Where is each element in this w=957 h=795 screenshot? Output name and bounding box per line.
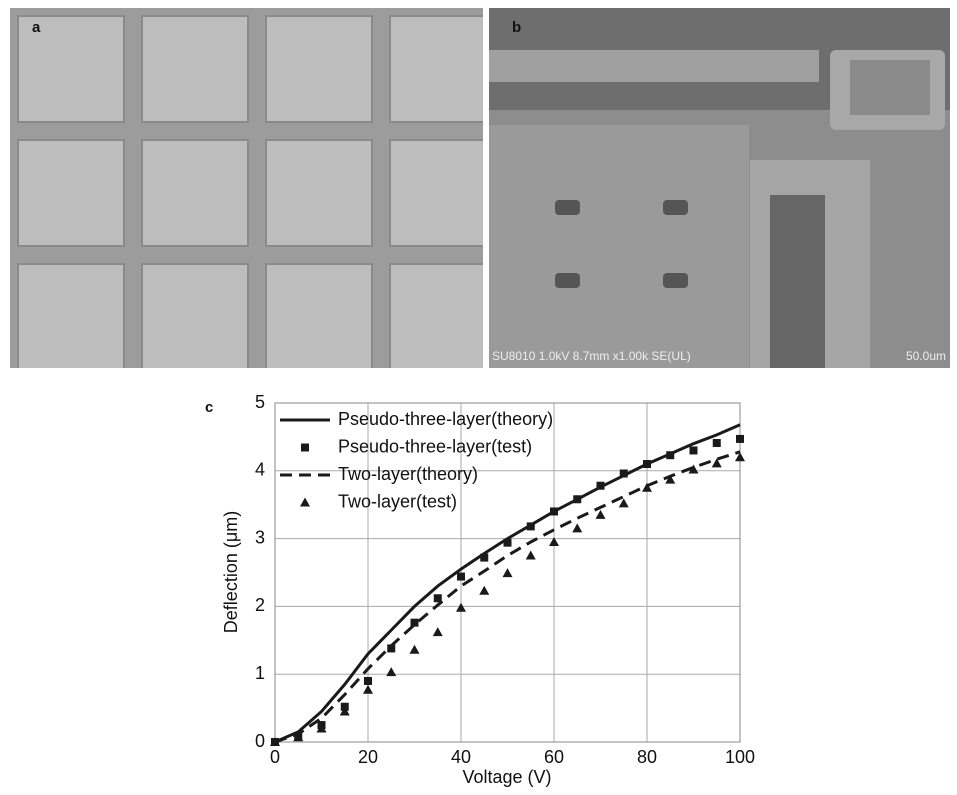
micrograph-a: a bbox=[10, 8, 483, 368]
marker bbox=[711, 458, 722, 468]
legend-label: Pseudo-three-layer(theory) bbox=[338, 409, 553, 429]
panel-label: c bbox=[205, 399, 213, 416]
marker bbox=[689, 446, 698, 455]
marker bbox=[665, 474, 676, 484]
scale-bar-label: 50.0um bbox=[906, 349, 946, 363]
panel-label: b bbox=[512, 19, 521, 36]
marker bbox=[550, 507, 558, 516]
plot-frame bbox=[274, 402, 741, 743]
marker bbox=[363, 684, 373, 694]
marker bbox=[386, 667, 397, 677]
marker bbox=[595, 509, 606, 519]
marker bbox=[618, 498, 629, 508]
y-tick-label: 2 bbox=[255, 595, 265, 615]
marker bbox=[339, 706, 350, 716]
marker bbox=[736, 434, 744, 443]
marker bbox=[456, 602, 466, 612]
series-line bbox=[274, 450, 741, 744]
marker bbox=[387, 644, 396, 653]
x-tick-label: 20 bbox=[358, 747, 378, 767]
marker bbox=[643, 460, 651, 469]
marker bbox=[364, 676, 372, 685]
legend-label: Pseudo-three-layer(test) bbox=[338, 436, 532, 456]
series-line bbox=[274, 423, 741, 744]
x-axis-label: Voltage (V) bbox=[462, 767, 551, 787]
y-tick-label: 0 bbox=[255, 731, 265, 751]
marker bbox=[503, 538, 512, 547]
marker bbox=[301, 443, 309, 452]
marker bbox=[666, 451, 675, 460]
marker bbox=[619, 469, 628, 478]
y-tick-label: 3 bbox=[255, 527, 265, 547]
y-tick-label: 5 bbox=[255, 392, 265, 412]
legend-label: Two-layer(theory) bbox=[338, 464, 478, 484]
marker bbox=[293, 732, 304, 742]
marker bbox=[642, 482, 652, 492]
marker bbox=[300, 497, 310, 507]
marker bbox=[479, 585, 490, 595]
marker bbox=[525, 550, 536, 560]
x-tick-label: 60 bbox=[544, 747, 564, 767]
panel-label: a bbox=[32, 19, 41, 36]
marker bbox=[573, 495, 582, 504]
y-tick-label: 4 bbox=[255, 460, 265, 480]
marker bbox=[735, 452, 745, 462]
marker bbox=[572, 523, 583, 533]
marker bbox=[270, 737, 280, 746]
marker bbox=[432, 627, 443, 637]
x-tick-label: 40 bbox=[451, 747, 471, 767]
marker bbox=[480, 553, 489, 562]
x-tick-label: 0 bbox=[270, 747, 280, 767]
marker bbox=[688, 464, 699, 474]
marker bbox=[596, 481, 605, 490]
marker bbox=[316, 723, 327, 733]
legend-label: Two-layer(test) bbox=[338, 491, 457, 511]
marker bbox=[526, 522, 535, 531]
y-tick-label: 1 bbox=[255, 663, 265, 683]
marker bbox=[549, 536, 559, 546]
marker bbox=[457, 572, 465, 581]
marker bbox=[433, 594, 442, 603]
marker bbox=[712, 439, 721, 448]
sem-info: SU8010 1.0kV 8.7mm x1.00k SE(UL) bbox=[492, 349, 691, 363]
marker bbox=[410, 618, 419, 627]
micrograph-b: b SU8010 1.0kV 8.7mm x1.00k SE(UL) 50.0u… bbox=[489, 8, 950, 368]
x-tick-label: 80 bbox=[637, 747, 657, 767]
x-tick-label: 100 bbox=[725, 747, 755, 767]
marker bbox=[502, 568, 513, 578]
marker bbox=[409, 644, 420, 654]
y-axis-label: Deflection (μm) bbox=[221, 511, 241, 633]
